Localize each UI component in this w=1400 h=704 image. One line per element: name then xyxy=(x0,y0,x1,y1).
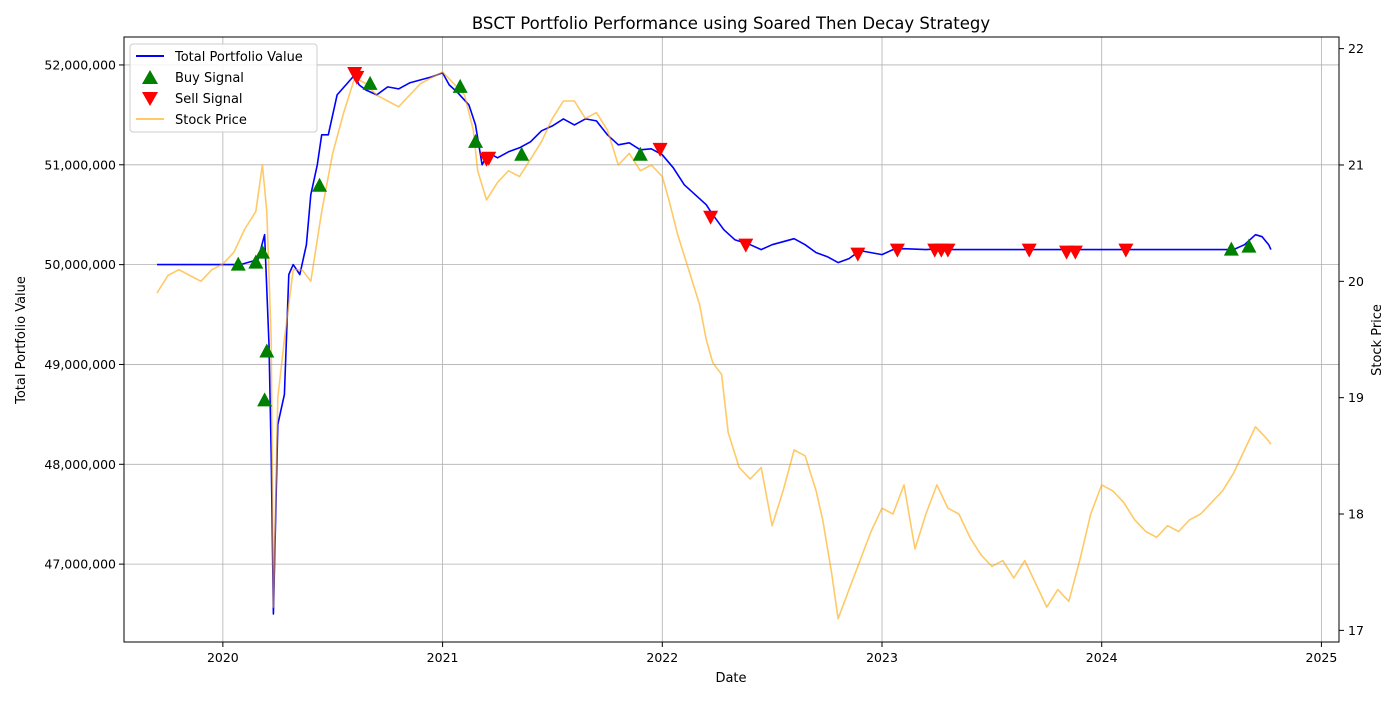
stock-price-line xyxy=(156,71,1272,620)
sell-signal-marker xyxy=(652,142,668,157)
legend-swatch-buy xyxy=(142,70,158,84)
y-left-tick-label: 47,000,000 xyxy=(44,557,116,572)
y-left-tick-label: 52,000,000 xyxy=(44,57,116,72)
sell-signal-marker xyxy=(703,210,719,225)
signal-markers xyxy=(230,66,1257,407)
y-right-tick-label: 17 xyxy=(1348,623,1364,638)
buy-signal-marker xyxy=(632,146,648,161)
y-left-tick-label: 48,000,000 xyxy=(44,457,116,472)
x-tick-label: 2020 xyxy=(207,650,239,665)
y-left-tick-label: 51,000,000 xyxy=(44,157,116,172)
buy-signal-marker xyxy=(468,133,484,148)
y-right-axis-title: Stock Price xyxy=(1370,304,1385,376)
buy-signal-marker xyxy=(254,244,270,259)
y-left-tick-label: 50,000,000 xyxy=(44,257,116,272)
legend: Total Portfolio Value Buy Signal Sell Si… xyxy=(129,43,318,133)
buy-signal-marker xyxy=(452,78,468,93)
grid-lines xyxy=(124,37,1339,642)
legend-label-stock: Stock Price xyxy=(175,113,247,128)
buy-signal-marker xyxy=(230,256,246,271)
x-tick-label: 2022 xyxy=(646,650,678,665)
x-tick-label: 2021 xyxy=(427,650,459,665)
y-right-tick-label: 19 xyxy=(1348,390,1364,405)
sell-signal-marker xyxy=(481,151,497,166)
sell-signal-marker xyxy=(889,243,905,258)
legend-label-sell: Sell Signal xyxy=(175,92,243,107)
plot-frame xyxy=(123,36,1340,643)
x-tick-label: 2023 xyxy=(866,650,898,665)
x-tick-label: 2024 xyxy=(1086,650,1118,665)
buy-signal-marker xyxy=(362,75,378,90)
x-axis-title: Date xyxy=(715,671,746,686)
y-right-tick-label: 22 xyxy=(1348,41,1364,56)
buy-signal-marker xyxy=(259,343,275,358)
sell-signal-marker xyxy=(850,247,866,262)
buy-signal-marker xyxy=(312,177,328,192)
y-left-axis-ticks: 47,000,000 48,000,000 49,000,000 50,000,000… xyxy=(44,57,124,572)
buy-signal-marker xyxy=(257,392,273,407)
sell-signal-marker xyxy=(738,238,754,253)
x-tick-label: 2025 xyxy=(1306,650,1338,665)
sell-signal-marker xyxy=(1021,243,1037,258)
y-right-tick-label: 18 xyxy=(1348,507,1364,522)
sell-signal-marker xyxy=(349,70,365,85)
y-left-axis-title: Total Portfolio Value xyxy=(14,276,29,405)
legend-label-portfolio: Total Portfolio Value xyxy=(174,50,303,65)
legend-label-buy: Buy Signal xyxy=(175,71,244,86)
y-left-tick-label: 49,000,000 xyxy=(44,357,116,372)
buy-signal-marker xyxy=(248,254,264,269)
buy-signal-marker xyxy=(1241,238,1257,253)
buy-signal-marker xyxy=(1223,241,1239,256)
legend-box xyxy=(129,43,318,133)
x-axis-ticks: 2020 2021 2022 2023 2024 2025 xyxy=(207,642,1337,665)
sell-signal-marker xyxy=(1067,245,1083,260)
chart-title: BSCT Portfolio Performance using Soared … xyxy=(472,14,990,33)
legend-swatch-sell xyxy=(142,92,158,106)
sell-signal-marker xyxy=(940,243,956,258)
portfolio-value-line xyxy=(157,72,1272,615)
y-right-axis-ticks: 17 18 19 20 21 22 xyxy=(1339,41,1364,638)
y-right-tick-label: 20 xyxy=(1348,274,1364,289)
buy-signal-marker xyxy=(514,146,530,161)
sell-signal-marker xyxy=(1118,243,1134,258)
y-right-tick-label: 21 xyxy=(1348,157,1364,172)
series-layer xyxy=(156,71,1272,620)
